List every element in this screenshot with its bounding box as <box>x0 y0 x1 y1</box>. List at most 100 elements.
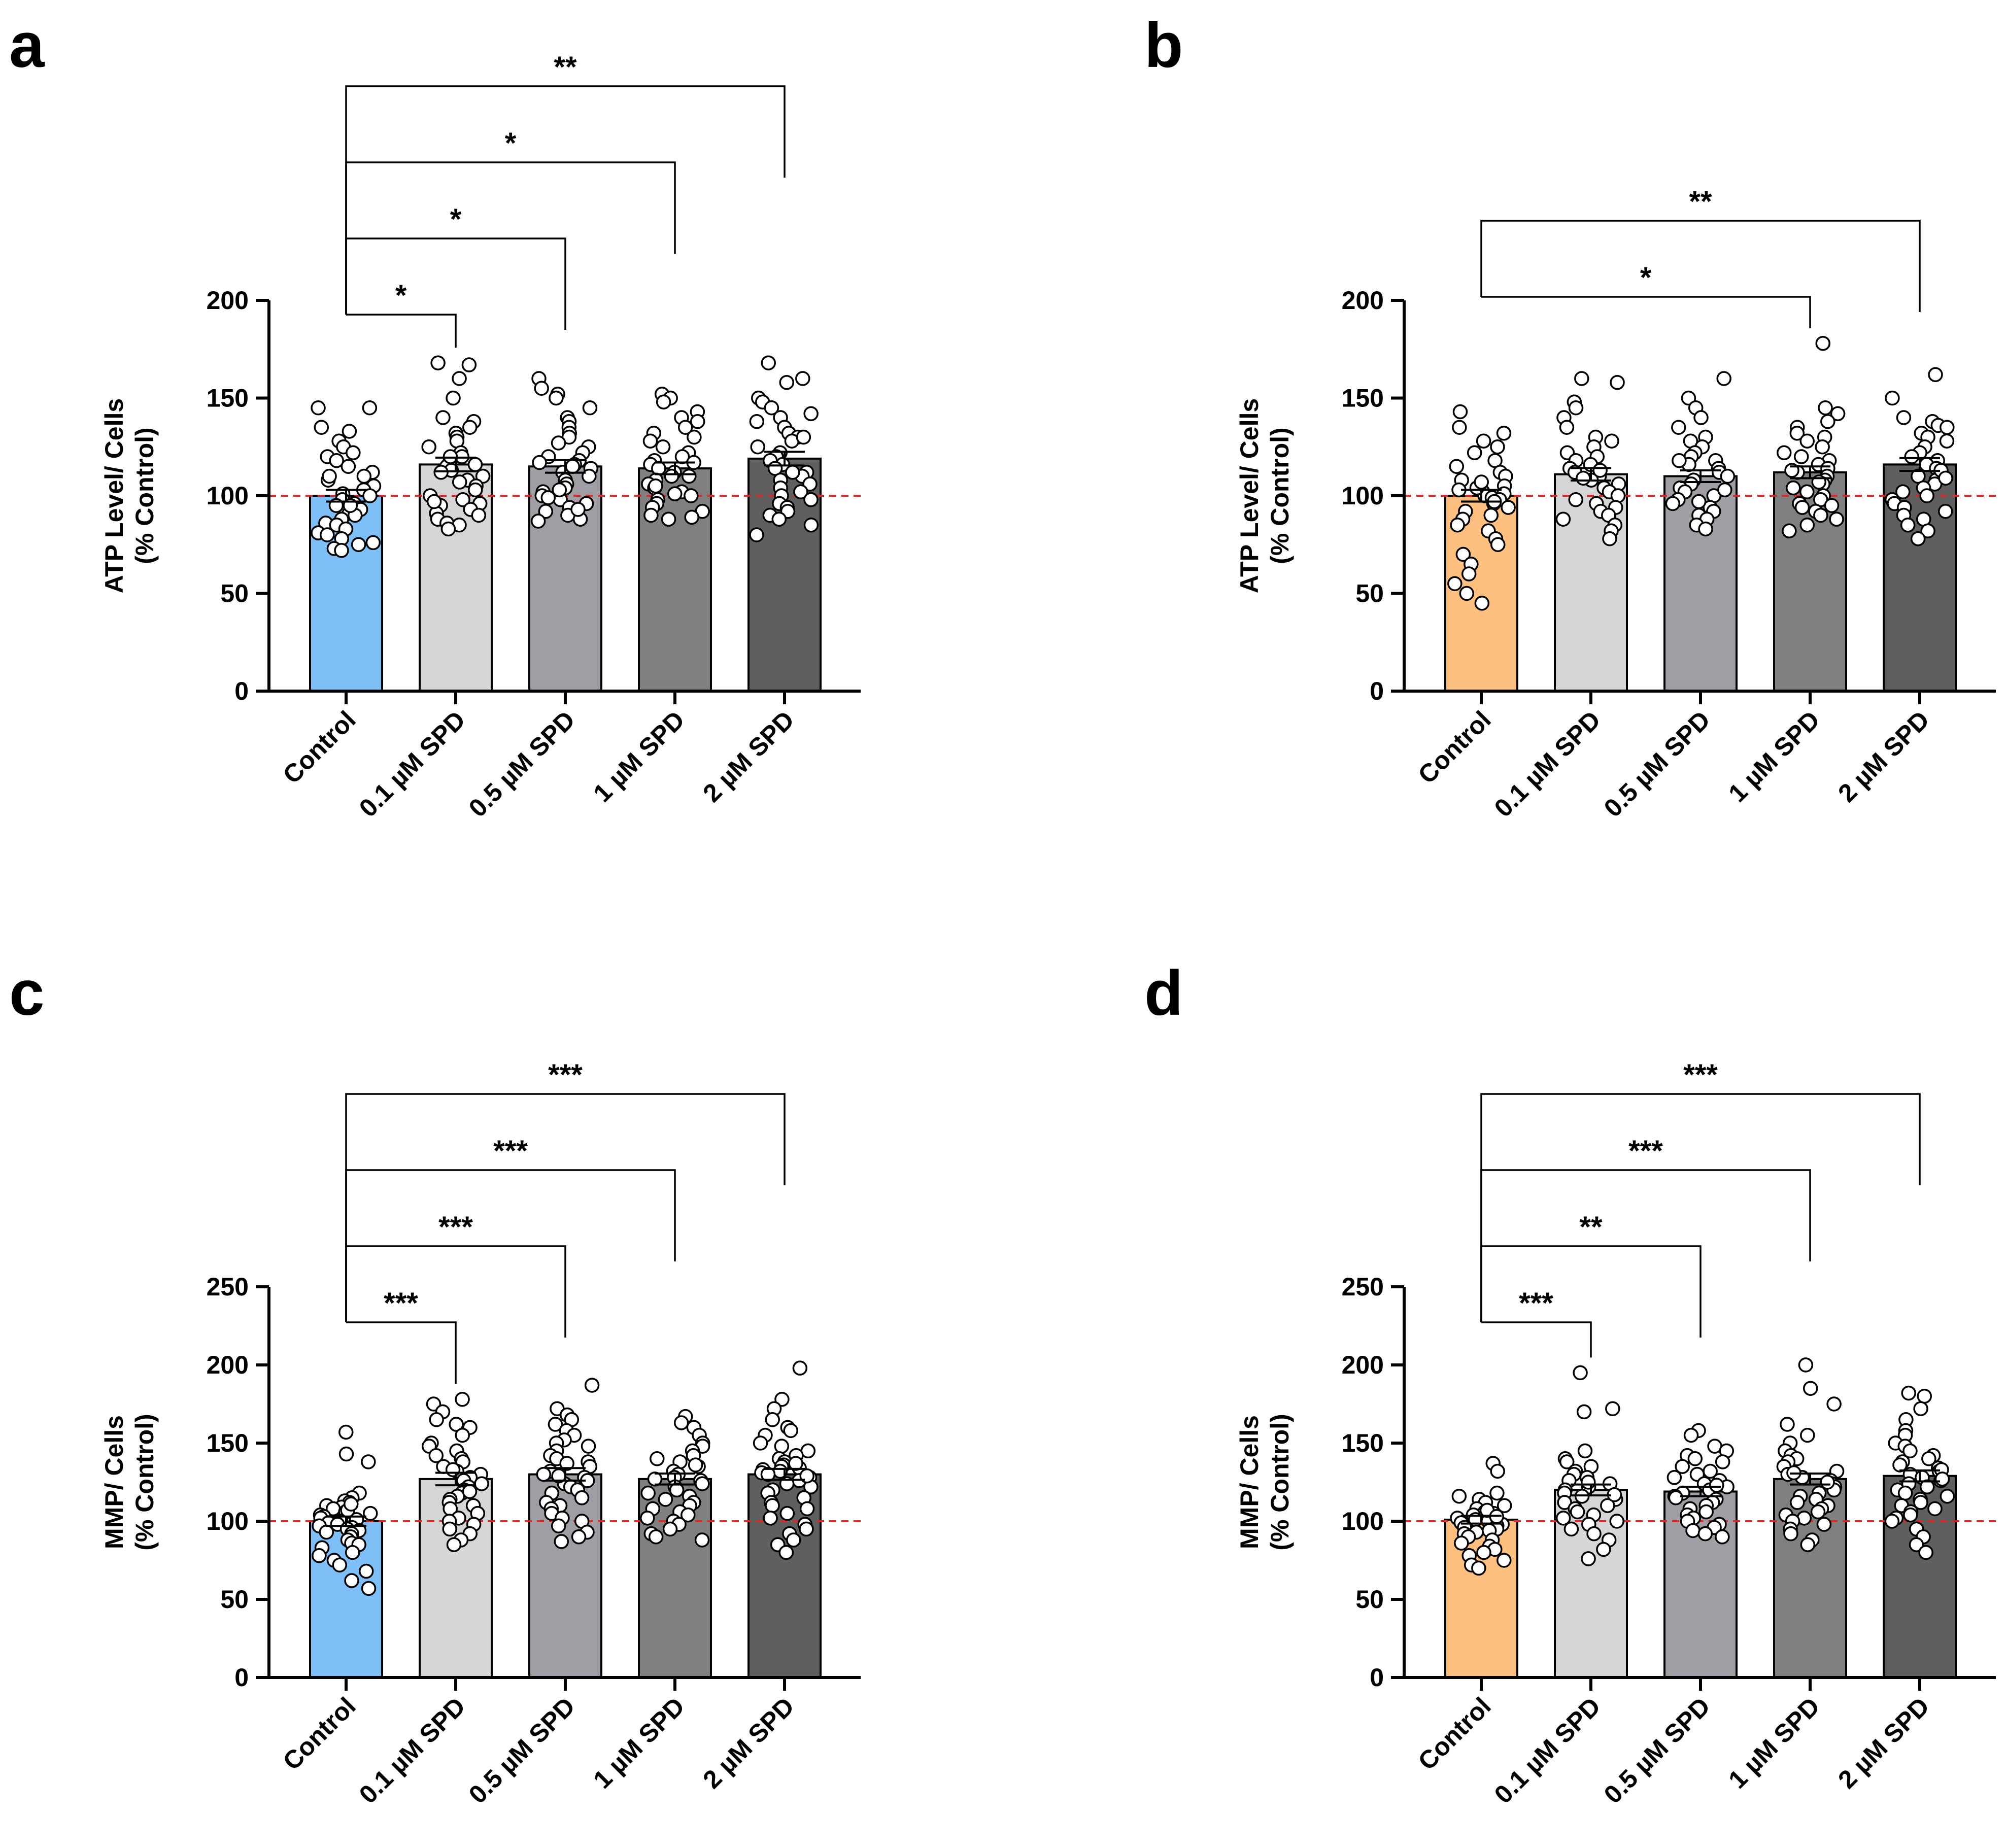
data-point-a-3 <box>664 468 679 484</box>
data-point-a-1 <box>455 492 470 507</box>
error-bar-a-1 <box>435 456 476 472</box>
data-point-b-3 <box>1799 484 1815 500</box>
data-point-d-2 <box>1668 1490 1684 1505</box>
data-point-c-3 <box>647 1471 663 1487</box>
data-point-c-4 <box>778 1545 794 1560</box>
data-point-d-2 <box>1697 1526 1713 1542</box>
data-point-d-4 <box>1892 1457 1908 1473</box>
data-point-b-3 <box>1799 518 1815 533</box>
data-point-a-1 <box>421 439 436 455</box>
data-point-b-0 <box>1452 404 1468 420</box>
y-tick-label-d: 50 <box>1355 1585 1384 1614</box>
data-point-c-0 <box>344 1573 359 1588</box>
data-point-a-4 <box>803 406 819 422</box>
y-tick-label-c: 150 <box>207 1429 249 1457</box>
data-point-d-0 <box>1454 1535 1469 1551</box>
data-point-d-2 <box>1715 1454 1730 1469</box>
data-point-a-0 <box>320 527 335 542</box>
data-point-d-1 <box>1577 1443 1593 1459</box>
data-point-d-4 <box>1927 1501 1943 1517</box>
significance-label-b: * <box>1640 261 1652 294</box>
data-point-a-0 <box>362 400 378 416</box>
y-axis-subtitle-c: (% Control) <box>130 1414 159 1550</box>
data-point-b-3 <box>1829 511 1844 527</box>
data-point-b-2 <box>1672 453 1687 468</box>
data-point-b-2 <box>1693 410 1709 425</box>
data-point-a-1 <box>435 410 451 425</box>
data-point-b-4 <box>1896 410 1912 425</box>
data-point-c-2 <box>581 1439 596 1454</box>
data-point-a-4 <box>803 518 819 533</box>
data-point-d-4 <box>1909 1537 1924 1552</box>
significance-bracket-b: ** <box>1480 185 1921 312</box>
data-point-a-3 <box>682 468 697 484</box>
data-point-b-3 <box>1815 439 1830 455</box>
significance-label-a: * <box>505 127 517 160</box>
significance-bracket-c: *** <box>345 1135 676 1322</box>
data-point-c-2 <box>584 1378 600 1393</box>
data-point-c-0 <box>338 1424 354 1440</box>
error-bar-a-3 <box>655 461 695 475</box>
data-point-c-0 <box>358 1563 374 1579</box>
error-bar-d-3 <box>1790 1473 1830 1486</box>
y-tick-label-c: 0 <box>234 1663 249 1692</box>
y-axis-title-c: MMP/ Cells <box>100 1415 128 1549</box>
y-tick-label-d: 0 <box>1370 1663 1384 1692</box>
significance-label-d: *** <box>1628 1135 1663 1168</box>
data-point-b-1 <box>1592 463 1608 478</box>
significance-label-a: * <box>395 279 407 312</box>
data-point-a-3 <box>643 507 659 523</box>
data-point-b-0 <box>1474 596 1490 611</box>
data-point-c-4 <box>792 1360 808 1376</box>
data-point-d-4 <box>1919 1479 1935 1494</box>
y-tick-label-a: 100 <box>207 482 249 510</box>
data-point-d-2 <box>1675 1459 1690 1474</box>
data-point-b-2 <box>1671 420 1686 435</box>
data-point-c-0 <box>332 1557 348 1572</box>
panel-label-c: c <box>9 958 45 1029</box>
data-point-c-1 <box>462 1484 478 1499</box>
data-point-c-4 <box>779 1505 795 1521</box>
data-point-c-0 <box>338 1446 354 1462</box>
data-point-c-1 <box>446 1537 462 1552</box>
data-point-b-0 <box>1447 576 1463 591</box>
data-point-d-0 <box>1497 1498 1512 1513</box>
data-point-c-3 <box>695 1476 710 1491</box>
y-tick-label-d: 100 <box>1342 1507 1384 1535</box>
data-point-a-1 <box>462 420 478 435</box>
data-point-b-1 <box>1574 371 1589 386</box>
data-point-c-4 <box>788 1456 803 1471</box>
data-point-c-3 <box>681 1507 696 1523</box>
significance-label-d: *** <box>1683 1058 1718 1091</box>
data-point-d-3 <box>1803 1381 1818 1396</box>
data-point-d-4 <box>1903 1507 1918 1523</box>
data-point-a-2 <box>534 381 549 396</box>
data-point-b-1 <box>1576 470 1591 486</box>
data-point-d-1 <box>1555 1511 1571 1526</box>
data-point-d-3 <box>1800 1427 1815 1443</box>
y-axis-subtitle-a: (% Control) <box>130 427 159 564</box>
data-point-c-3 <box>640 1485 656 1501</box>
data-point-a-3 <box>690 414 705 429</box>
y-tick-label-d: 250 <box>1342 1273 1384 1301</box>
data-point-a-3 <box>684 488 699 503</box>
data-point-b-3 <box>1815 335 1830 351</box>
significance-label-a: * <box>450 203 462 236</box>
y-tick-label-c: 100 <box>207 1507 249 1535</box>
y-axis-title-a: ATP Level/ Cells <box>100 398 128 593</box>
data-point-a-3 <box>684 509 699 525</box>
error-bar-b-0 <box>1461 489 1502 503</box>
data-point-a-0 <box>342 424 357 439</box>
data-point-d-0 <box>1471 1560 1486 1576</box>
data-point-c-4 <box>799 1501 815 1517</box>
data-point-d-1 <box>1596 1542 1611 1557</box>
data-point-a-3 <box>642 433 658 449</box>
data-point-a-0 <box>346 445 361 461</box>
data-point-d-1 <box>1576 1404 1592 1420</box>
y-tick-label-b: 150 <box>1342 384 1384 413</box>
data-point-a-4 <box>749 414 765 429</box>
data-point-c-2 <box>548 1417 563 1432</box>
y-tick-label-a: 0 <box>234 677 249 705</box>
data-point-c-3 <box>694 1532 710 1548</box>
